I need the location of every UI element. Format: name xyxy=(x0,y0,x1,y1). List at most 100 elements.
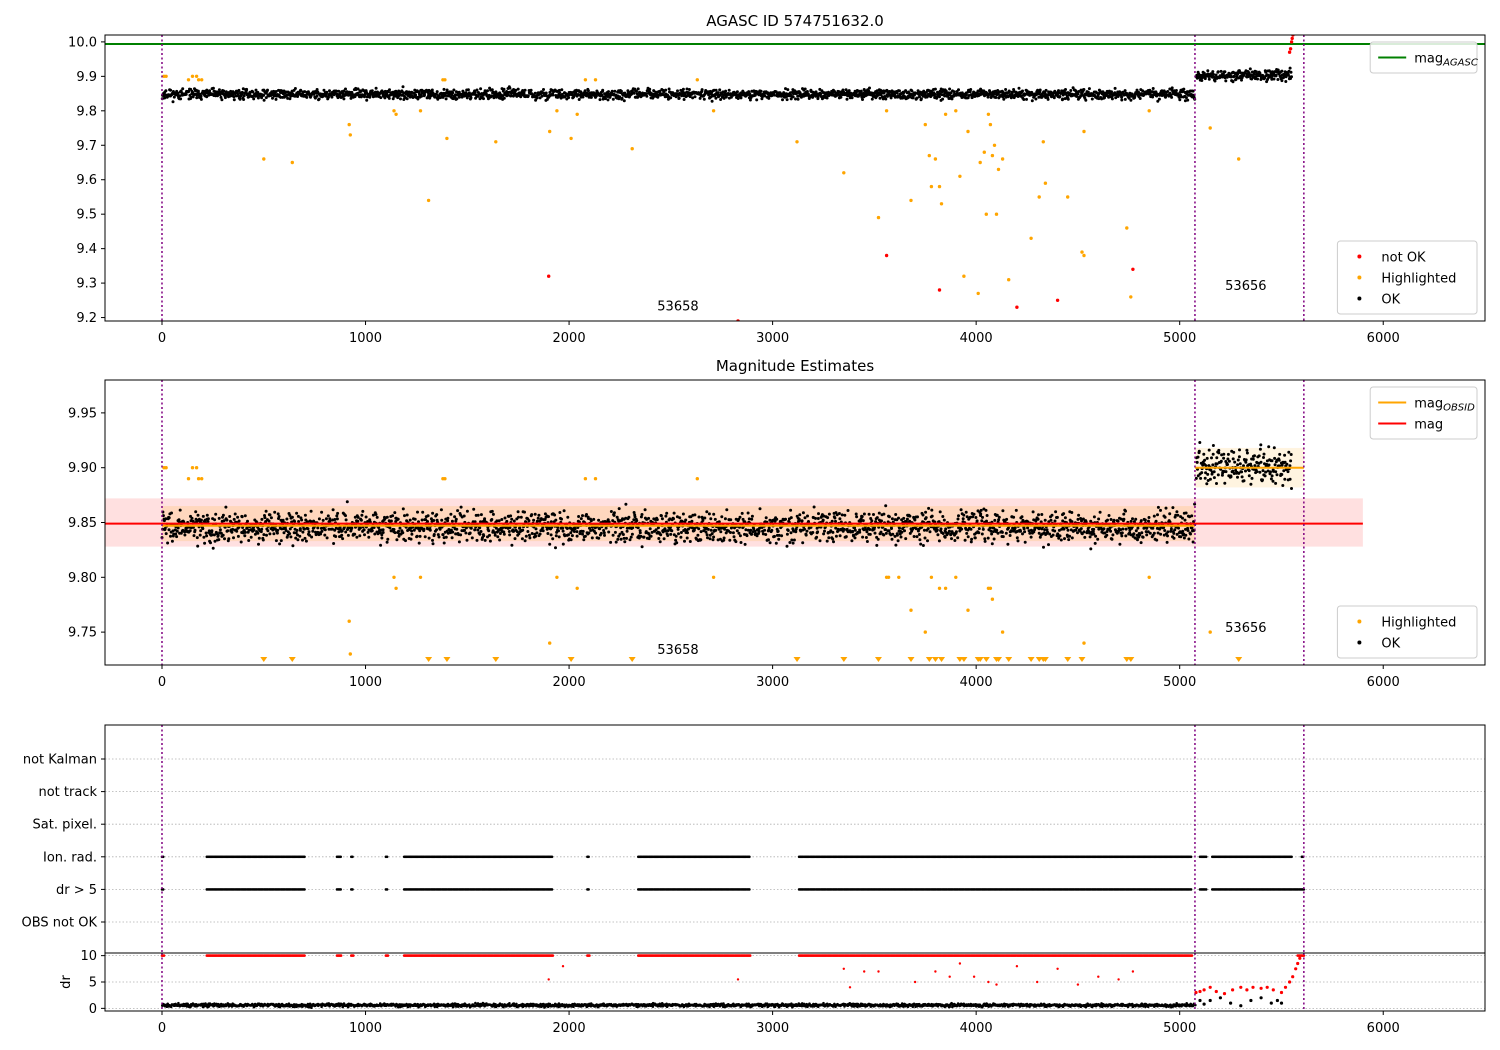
highlighted-point xyxy=(978,160,982,165)
ok-point xyxy=(586,89,590,93)
ok-point xyxy=(859,89,863,93)
ok-point xyxy=(1062,527,1066,531)
ok-point xyxy=(530,513,534,517)
observation-id-label: 53658 xyxy=(657,300,698,315)
ok-point xyxy=(1229,75,1233,79)
ok-point xyxy=(1181,529,1185,533)
ok-point xyxy=(672,517,675,521)
ok-point xyxy=(209,541,212,545)
ok-point xyxy=(252,97,256,101)
ok-point xyxy=(393,511,397,515)
ok-point xyxy=(473,528,477,532)
ok-point xyxy=(815,535,819,539)
ok-point xyxy=(734,540,738,544)
ok-point xyxy=(926,527,930,531)
ok-point xyxy=(211,546,215,550)
ok-point xyxy=(789,508,793,512)
ok-point xyxy=(1198,441,1202,444)
highlighted-point xyxy=(937,184,942,189)
ok-point xyxy=(312,519,316,523)
ok-point xyxy=(710,99,714,103)
highlighted-point xyxy=(555,109,559,113)
ok-point xyxy=(604,526,608,530)
ok-point xyxy=(508,86,512,90)
ok-point xyxy=(431,538,434,542)
ok-point xyxy=(427,536,431,540)
ok-point xyxy=(469,526,473,530)
ok-point xyxy=(616,537,620,541)
ok-point xyxy=(777,537,781,541)
ok-point xyxy=(533,91,537,95)
ok-point xyxy=(953,539,957,542)
ok-point xyxy=(263,516,267,520)
ok-point xyxy=(733,526,736,530)
ok-point xyxy=(789,516,793,520)
ok-point xyxy=(538,532,542,536)
highlighted-point xyxy=(1147,109,1151,113)
ok-point xyxy=(446,531,450,535)
ok-point xyxy=(246,519,249,523)
ok-point xyxy=(1066,97,1070,101)
ok-point xyxy=(707,512,711,516)
ok-point xyxy=(405,513,409,517)
ok-point xyxy=(523,539,527,543)
ok-point xyxy=(581,529,585,533)
ok-point xyxy=(1013,526,1017,530)
ok-point xyxy=(1204,471,1208,475)
ok-point xyxy=(1187,537,1191,541)
ok-point xyxy=(704,530,708,534)
ok-point xyxy=(295,511,299,515)
ok-point xyxy=(870,519,874,523)
ok-point xyxy=(865,540,869,543)
ok-point xyxy=(748,98,752,102)
ok-point xyxy=(650,530,654,534)
ok-point xyxy=(995,528,999,532)
ok-point xyxy=(893,92,897,96)
ok-point xyxy=(494,90,498,94)
ok-point xyxy=(167,516,171,520)
ok-point xyxy=(759,89,763,93)
ok-point xyxy=(838,517,842,521)
ok-point xyxy=(274,97,278,101)
ok-point xyxy=(937,520,941,524)
ok-point xyxy=(933,92,937,96)
ok-point xyxy=(981,515,984,519)
ok-point xyxy=(360,513,364,517)
ok-point xyxy=(613,89,617,93)
ok-point xyxy=(612,513,616,517)
ok-point xyxy=(1124,527,1128,531)
ok-point xyxy=(633,515,637,519)
not-ok-point xyxy=(547,274,551,278)
ok-point xyxy=(1006,526,1010,530)
ok-point xyxy=(1189,532,1192,536)
ok-point xyxy=(773,534,776,538)
ok-point xyxy=(456,509,460,513)
ok-point xyxy=(553,513,557,517)
ok-point xyxy=(768,541,772,545)
not-ok-point xyxy=(1289,40,1294,44)
ok-point xyxy=(1157,97,1161,101)
ok-point xyxy=(1169,527,1173,531)
ok-point xyxy=(198,533,202,537)
ok-point xyxy=(1205,482,1209,486)
ok-point xyxy=(473,520,477,524)
ok-point xyxy=(566,515,570,519)
ok-point xyxy=(1049,518,1053,522)
ok-point xyxy=(738,534,742,538)
ok-point xyxy=(680,519,684,523)
ok-point xyxy=(959,508,963,512)
ok-point xyxy=(1065,526,1069,530)
ok-point xyxy=(935,528,939,532)
ok-point xyxy=(583,534,587,538)
ok-point xyxy=(912,535,916,538)
ok-point xyxy=(533,512,537,516)
ok-point xyxy=(491,512,495,516)
ok-point xyxy=(786,88,790,92)
ok-point xyxy=(875,516,879,520)
ok-point xyxy=(581,95,585,99)
ok-point xyxy=(221,533,225,537)
ok-point xyxy=(677,532,680,536)
ok-point xyxy=(961,517,965,521)
ok-point xyxy=(475,88,479,92)
